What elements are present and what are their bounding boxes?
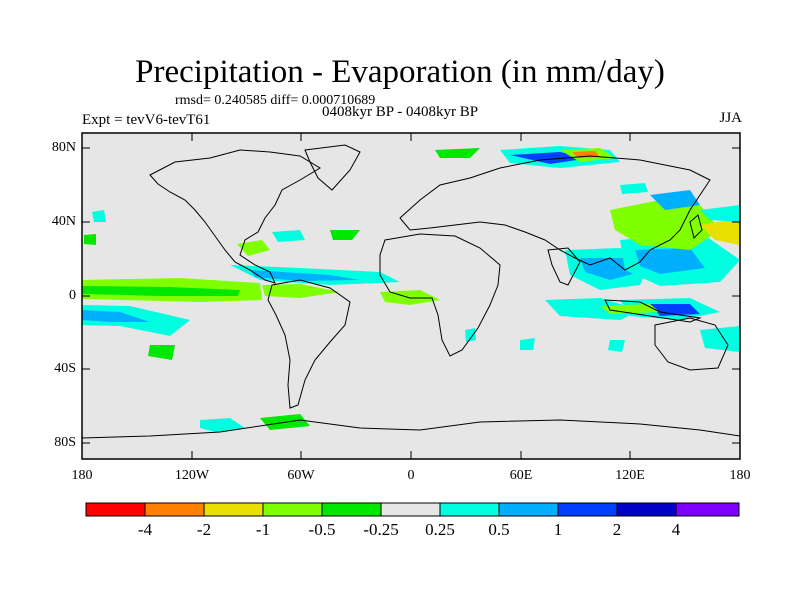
colorbar-box [616,502,677,517]
coastline-indonesia [604,299,702,323]
colorbar-box [675,502,740,517]
anomaly-patch [148,345,175,360]
lon-label: 180 [71,468,93,483]
lat-label: 40S [54,361,76,376]
lon-label: 120W [174,468,210,483]
lon-label: 60W [287,468,315,483]
coastline-australia [654,317,729,371]
colorbar-label: 1 [553,520,563,539]
colorbar-label: -4 [137,520,153,539]
colorbar [85,502,740,517]
anomaly-patch [520,338,535,350]
lat-label: 40N [51,214,76,229]
anomaly-patch [700,205,740,222]
coastline-antarctica [81,419,741,439]
anomaly-patch [84,234,96,245]
anomaly-patch [82,310,150,322]
season-label: JJA [719,110,742,126]
colorbar-box [262,502,323,517]
anomaly-patch [250,270,360,281]
anomaly-patch [610,200,720,250]
anomaly-patch [635,248,705,274]
colorbar-box [380,502,441,517]
map-title: Precipitation - Evaporation (in mm/day) [135,54,665,90]
anomaly-patch [700,326,740,352]
lon-label: 120E [615,468,645,483]
coastline-south-america [267,279,351,409]
anomaly-patch [272,230,305,242]
anomaly-patch [700,218,740,245]
coastline-north-america [149,149,321,284]
colorbar-label: -2 [196,520,212,539]
anomaly-patch [237,240,270,256]
anomaly-patch [620,183,648,194]
colorbar-label: 0.25 [425,520,455,539]
coastline-africa [379,233,501,357]
lat-label: 80S [54,435,76,450]
lon-label: 180 [729,468,751,483]
colorbar-label: 4 [671,520,681,539]
lat-label: 0 [69,288,76,303]
anomaly-patch [262,284,340,298]
colorbar-box [439,502,500,517]
colorbar-box [85,502,146,517]
coastline-india [547,247,581,286]
anomaly-patch [545,298,640,320]
lon-label: 60E [509,468,533,483]
colorbar-label: 0.5 [488,520,510,539]
coastline-eurasia [399,155,711,271]
coastlines [81,144,741,439]
anomaly-patch [650,304,700,316]
axis-ticks [82,133,740,459]
lat-label: 80N [51,140,76,155]
stats-line: rmsd= 0.240585 diff= 0.000710689 [175,93,376,108]
colorbar-box [557,502,618,517]
period-label: 0408kyr BP - 0408kyr BP [322,104,479,120]
lon-label: 0 [407,468,415,483]
colorbar-box [144,502,205,517]
colorbar-label: 2 [612,520,622,539]
colorbar-box [321,502,382,517]
colorbar-label: -0.25 [363,520,399,539]
colorbar-label: -1 [255,520,271,539]
coastline-greenland [304,144,361,191]
colorbar-box [203,502,264,517]
anomaly-patch [465,328,476,342]
experiment-label: Expt = tevV6-tevT61 [82,112,211,128]
colorbar-box [498,502,559,517]
anomaly-patch [200,418,245,432]
anomaly-patch [608,340,625,352]
anomaly-patch [92,210,106,222]
anomaly-patch [435,148,480,158]
anomaly-field [82,146,740,432]
coastline-japan [689,214,703,239]
anomaly-patch [600,304,660,314]
colorbar-label: -0.5 [308,520,336,539]
anomaly-patch [650,190,700,210]
anomaly-patch [82,286,240,296]
anomaly-patch [330,230,360,240]
